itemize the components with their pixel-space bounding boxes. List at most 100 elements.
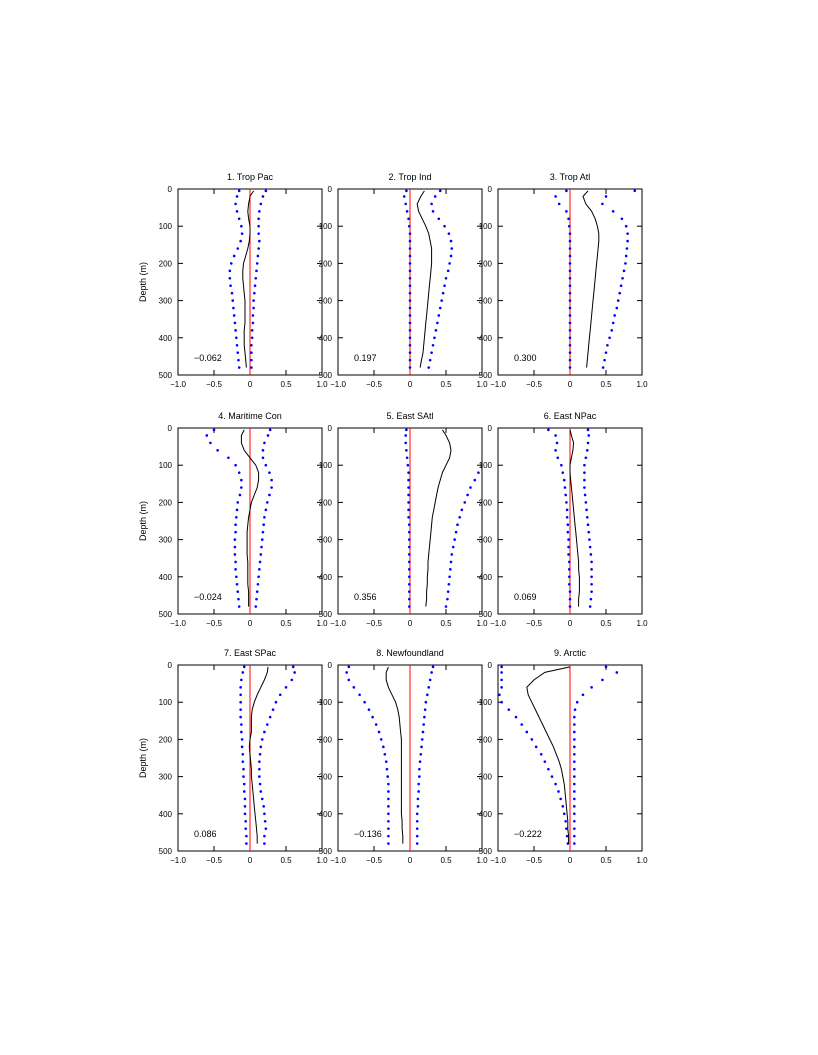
upper-bound-point: [450, 553, 454, 556]
x-tick-label: 1.0: [636, 619, 648, 628]
upper-bound-point: [437, 217, 441, 221]
lower-bound-point: [243, 812, 247, 816]
lower-bound-point: [556, 456, 560, 460]
lower-bound-point: [363, 700, 366, 704]
upper-bound-point: [260, 797, 264, 801]
upper-bound-point: [263, 515, 266, 519]
lower-bound-point: [568, 299, 572, 302]
y-tick-label: 500: [319, 371, 333, 380]
upper-bound-point: [263, 834, 266, 838]
upper-bound-point: [250, 366, 253, 369]
mean-profile-line: [425, 429, 452, 607]
y-tick-label: 400: [319, 573, 333, 582]
upper-bound-point: [573, 797, 576, 801]
upper-bound-point: [573, 782, 576, 786]
x-tick-label: 0.5: [600, 856, 612, 865]
lower-bound-point: [568, 276, 572, 280]
upper-bound-point: [587, 434, 591, 437]
lower-bound-point: [387, 812, 390, 816]
y-tick-label: 500: [159, 610, 173, 619]
y-tick-label: 0: [168, 661, 173, 670]
lower-bound-point: [567, 545, 570, 549]
lower-bound-point: [229, 284, 232, 288]
y-tick-label: 300: [159, 773, 173, 782]
lower-bound-point: [387, 797, 390, 801]
lower-bound-point: [374, 723, 378, 726]
upper-bound-point: [427, 366, 431, 369]
panel-6: 6. East NPac −1.0 −0.5 0 0.5 1.0 0 100 200 300 400…: [479, 411, 648, 628]
lower-bound-point: [242, 767, 245, 771]
upper-bound-point: [425, 693, 429, 697]
lower-bound-point: [567, 575, 571, 579]
y-tick-label: 300: [479, 536, 493, 545]
upper-bound-point: [268, 428, 272, 432]
y-tick-label: 300: [159, 536, 173, 545]
x-tick-label: −0.5: [206, 380, 222, 389]
panel-series: [239, 665, 296, 845]
upper-bound-point: [581, 693, 585, 697]
lower-bound-point: [408, 358, 412, 362]
upper-bound-point: [278, 693, 282, 697]
y-tick-label: 0: [168, 424, 173, 433]
lower-bound-point: [239, 686, 242, 689]
lower-bound-point: [567, 217, 570, 221]
lower-bound-point: [231, 299, 235, 302]
lower-bound-point: [233, 321, 237, 325]
upper-bound-point: [573, 708, 577, 711]
lower-bound-point: [566, 530, 570, 534]
lower-bound-point: [408, 343, 412, 347]
panel-value-label: 0.197: [354, 353, 377, 363]
lower-bound-point: [554, 782, 557, 786]
panel-value-label: −0.024: [194, 592, 222, 602]
lower-bound-point: [530, 738, 534, 741]
y-tick-label: 200: [159, 259, 173, 268]
upper-bound-point: [583, 493, 587, 497]
y-tick-label: 100: [159, 698, 173, 707]
lower-bound-point: [408, 321, 412, 325]
lower-bound-point: [568, 314, 572, 317]
panel-value-label: −0.222: [514, 829, 542, 839]
lower-bound-point: [234, 523, 237, 527]
lower-bound-point: [407, 478, 410, 482]
lower-bound-point: [568, 366, 572, 369]
upper-bound-point: [502, 442, 505, 445]
x-tick-label: 1.0: [316, 619, 328, 628]
lower-bound-point: [241, 671, 245, 674]
lower-bound-point: [377, 730, 381, 734]
upper-bound-point: [586, 441, 590, 445]
lower-bound-point: [563, 486, 567, 489]
lower-bound-point: [407, 560, 411, 564]
lower-bound-point: [408, 262, 412, 265]
upper-bound-point: [573, 805, 576, 808]
lower-bound-point: [242, 782, 246, 786]
upper-bound-point: [428, 678, 432, 682]
lower-bound-point: [405, 428, 408, 432]
upper-bound-point: [260, 545, 263, 549]
panel-title: 6. East NPac: [544, 411, 597, 421]
x-tick-label: 0.5: [440, 380, 452, 389]
x-tick-label: 0.5: [600, 380, 612, 389]
x-tick-label: 0.5: [600, 619, 612, 628]
lower-bound-point: [565, 189, 568, 193]
lower-bound-point: [561, 805, 565, 808]
lower-bound-point: [565, 501, 568, 504]
lower-bound-point: [554, 434, 557, 437]
y-axis-label: Depth (m): [138, 738, 148, 778]
lower-bound-point: [387, 819, 390, 823]
upper-bound-point: [573, 819, 576, 823]
upper-bound-point: [606, 343, 609, 347]
x-tick-label: −1.0: [330, 380, 346, 389]
y-tick-label: 200: [159, 498, 173, 507]
upper-bound-point: [583, 471, 586, 474]
x-tick-label: 1.0: [636, 856, 648, 865]
lower-bound-point: [408, 291, 412, 295]
lower-bound-point: [358, 693, 361, 697]
lower-bound-point: [228, 276, 232, 280]
lower-bound-point: [240, 730, 243, 734]
lower-bound-point: [407, 224, 411, 228]
lower-bound-point: [387, 790, 390, 793]
lower-bound-point: [408, 336, 412, 340]
panel-series: [404, 428, 505, 608]
upper-bound-point: [575, 700, 579, 704]
